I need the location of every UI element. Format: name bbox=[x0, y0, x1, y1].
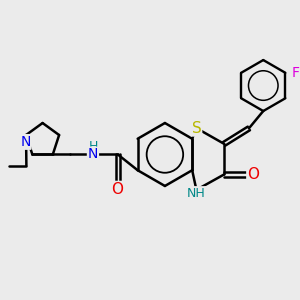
Text: N: N bbox=[20, 135, 31, 149]
Text: H: H bbox=[88, 140, 98, 153]
Text: O: O bbox=[247, 167, 259, 182]
Text: N: N bbox=[88, 148, 98, 161]
Text: NH: NH bbox=[187, 187, 206, 200]
Text: S: S bbox=[191, 121, 201, 136]
Text: F: F bbox=[292, 66, 300, 80]
Text: O: O bbox=[111, 182, 123, 197]
